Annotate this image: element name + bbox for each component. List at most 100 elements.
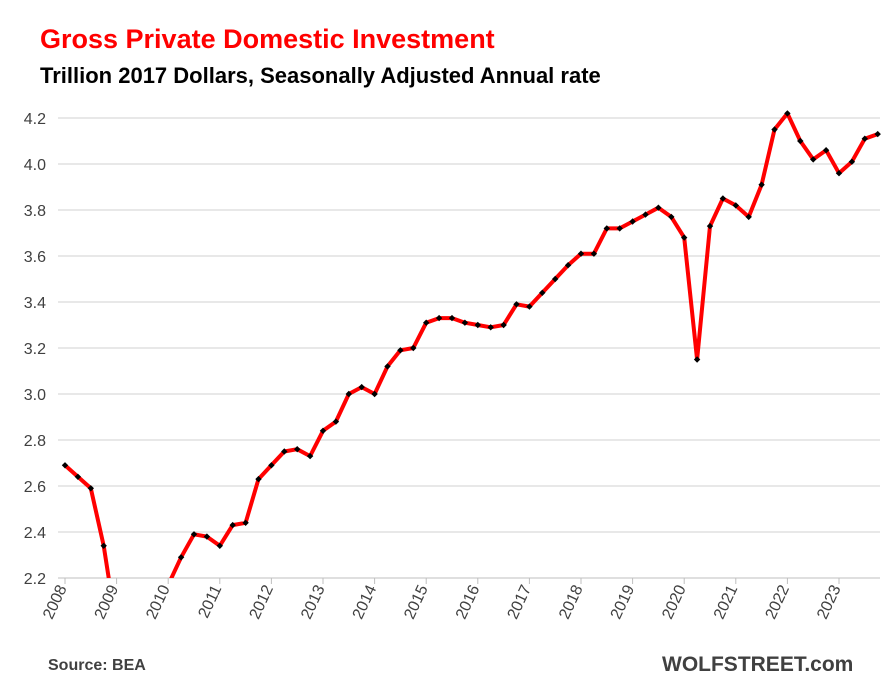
data-point xyxy=(706,222,714,230)
x-tick-label: 2016 xyxy=(453,582,483,622)
y-tick-label: 3.4 xyxy=(24,295,46,312)
data-point xyxy=(500,321,507,329)
data-point xyxy=(345,390,352,398)
data-point xyxy=(229,521,236,529)
data-point xyxy=(435,314,443,322)
x-tick-label: 2014 xyxy=(350,582,380,622)
data-point xyxy=(306,452,314,460)
data-point xyxy=(539,289,546,296)
data-point xyxy=(745,213,752,221)
data-point xyxy=(616,225,623,232)
data-point xyxy=(397,347,404,354)
data-point xyxy=(629,218,636,225)
source-note: Source: BEA xyxy=(48,657,146,674)
data-point xyxy=(190,531,198,538)
y-tick-label: 4.0 xyxy=(24,157,46,174)
data-point xyxy=(784,110,791,117)
data-point xyxy=(822,147,830,154)
y-tick-label: 2.2 xyxy=(24,571,46,588)
series-layer xyxy=(61,110,881,654)
y-tick-label: 3.0 xyxy=(24,387,46,404)
data-point xyxy=(61,462,69,469)
data-point xyxy=(74,473,82,480)
data-point xyxy=(848,158,856,165)
gridlines xyxy=(58,117,880,579)
data-point xyxy=(371,390,378,398)
data-point xyxy=(384,363,391,370)
data-point xyxy=(861,135,868,142)
x-tick-label: 2013 xyxy=(298,582,328,622)
data-point xyxy=(358,383,365,391)
data-point xyxy=(100,542,107,549)
x-tick-label: 2011 xyxy=(195,582,225,620)
data-point xyxy=(139,639,145,645)
x-tick-label: 2009 xyxy=(92,582,122,622)
x-axis xyxy=(58,577,880,584)
x-tick-label: 2023 xyxy=(814,582,844,622)
data-point xyxy=(771,126,778,133)
data-point xyxy=(177,554,185,561)
data-point xyxy=(126,648,132,654)
data-point xyxy=(758,181,765,188)
data-point xyxy=(242,519,249,526)
data-point xyxy=(552,275,559,283)
data-point xyxy=(797,137,804,145)
data-point xyxy=(810,156,817,163)
data-point xyxy=(87,485,94,492)
data-point xyxy=(693,356,701,363)
y-axis: 2.2 2.4 2.6 2.8 3.0 3.2 3.4 3.6 3.8 4.0 4.2 xyxy=(24,111,46,588)
data-point xyxy=(642,211,649,218)
data-point xyxy=(564,262,572,269)
data-point xyxy=(216,542,223,549)
data-point xyxy=(281,448,288,455)
x-tick-labels: 2008 2009 2010 2011 2012 2013 2014 2015 2016 2017… xyxy=(40,582,844,622)
data-point xyxy=(603,225,610,232)
y-tick-label: 2.6 xyxy=(24,479,46,496)
y-tick-label: 3.2 xyxy=(24,341,46,358)
data-point xyxy=(487,324,494,331)
data-point xyxy=(268,462,275,469)
data-point xyxy=(577,250,585,257)
chart-title: Gross Private Domestic Investment xyxy=(40,24,495,54)
x-tick-label: 2022 xyxy=(763,582,793,622)
data-point xyxy=(835,170,843,177)
data-point xyxy=(461,319,469,326)
data-point xyxy=(448,314,456,322)
x-tick-label: 2020 xyxy=(659,582,689,622)
brand-watermark: WOLFSTREET.com xyxy=(662,653,854,676)
data-point xyxy=(874,130,881,138)
y-tick-label: 2.4 xyxy=(24,525,46,542)
data-point xyxy=(668,213,675,221)
x-tick-label: 2017 xyxy=(505,582,535,622)
data-point xyxy=(294,446,301,453)
series-line xyxy=(63,111,880,578)
x-tick-label: 2021 xyxy=(711,582,741,622)
data-point xyxy=(655,204,662,211)
y-tick-label: 2.8 xyxy=(24,433,46,450)
data-point xyxy=(526,303,533,310)
data-point xyxy=(332,418,340,425)
x-tick-label: 2018 xyxy=(556,582,586,622)
data-point xyxy=(719,195,727,202)
x-tick-label: 2015 xyxy=(401,582,431,622)
y-tick-label: 3.6 xyxy=(24,249,46,266)
data-point xyxy=(732,202,739,209)
data-point xyxy=(203,533,211,540)
data-point xyxy=(513,301,520,308)
x-tick-label: 2019 xyxy=(608,582,638,622)
data-point xyxy=(681,234,688,241)
y-tick-label: 3.8 xyxy=(24,203,46,220)
data-point xyxy=(423,319,430,326)
data-point xyxy=(255,475,262,483)
y-tick-label: 4.2 xyxy=(24,111,46,128)
data-point xyxy=(590,250,598,257)
x-tick-label: 2012 xyxy=(247,582,277,622)
data-point xyxy=(410,344,417,352)
x-tick-label: 2010 xyxy=(143,582,173,622)
data-point xyxy=(319,427,327,434)
data-point xyxy=(113,625,119,631)
data-point xyxy=(474,321,481,329)
x-tick-label: 2008 xyxy=(40,582,70,622)
chart-subtitle: Trillion 2017 Dollars, Seasonally Adjust… xyxy=(40,63,601,88)
